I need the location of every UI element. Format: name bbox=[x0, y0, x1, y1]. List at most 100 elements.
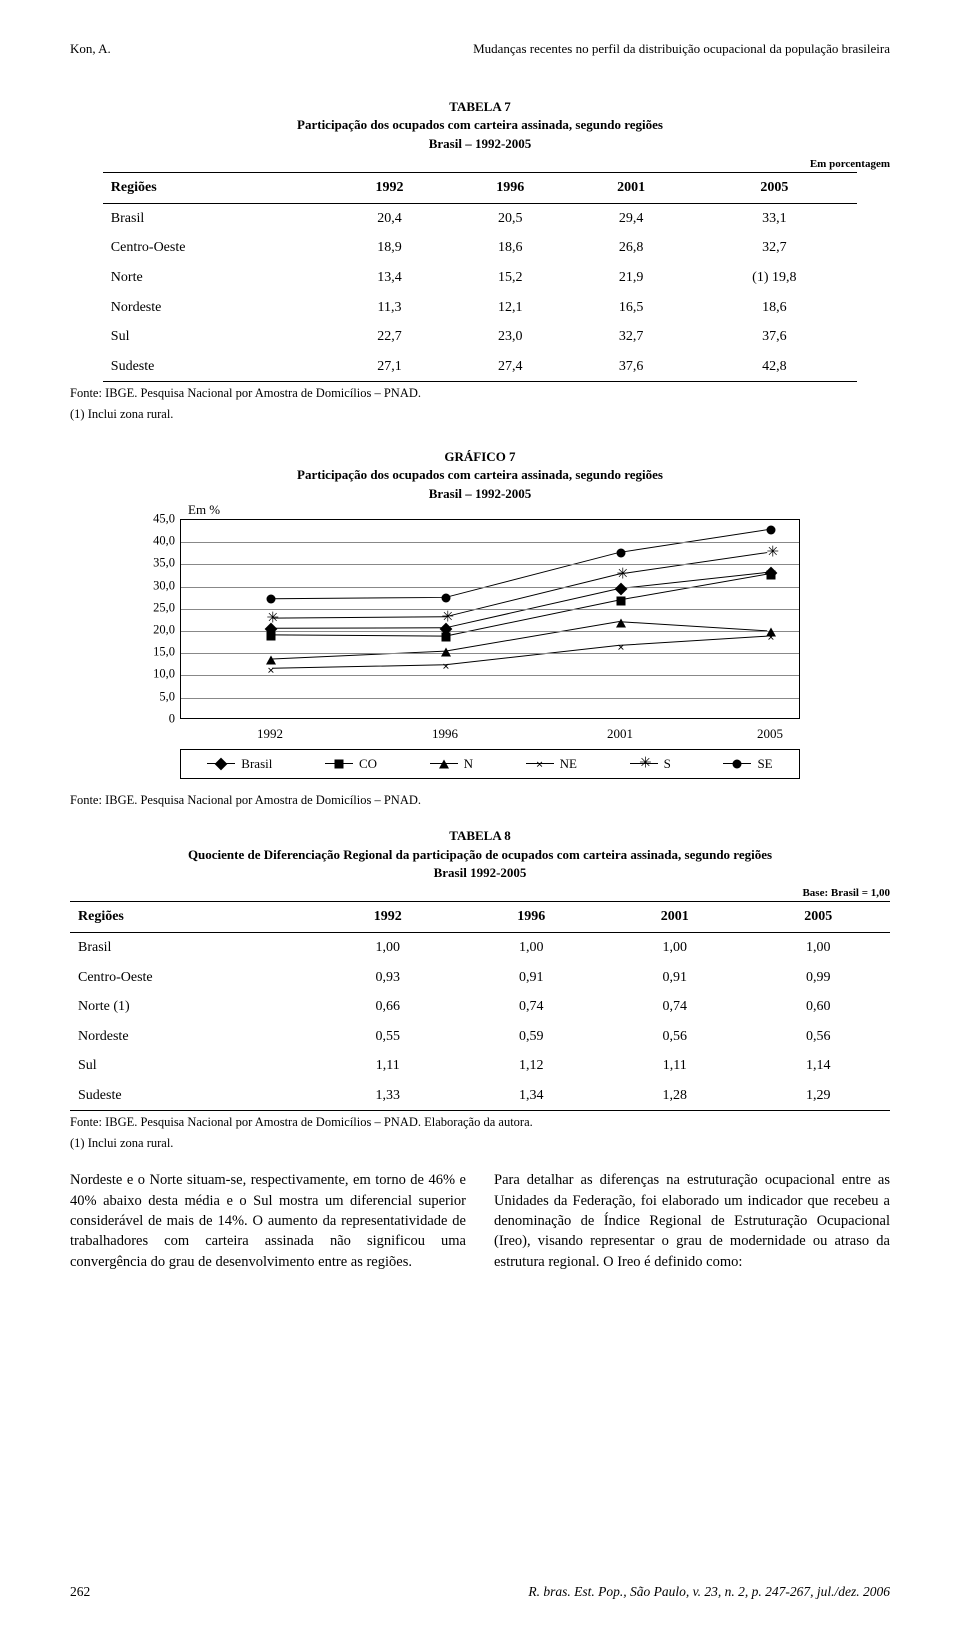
legend-label: N bbox=[464, 755, 473, 773]
table-7: TABELA 7 Participação dos ocupados com c… bbox=[70, 98, 890, 423]
chart-7-title: Participação dos ocupados com carteira a… bbox=[70, 466, 890, 484]
chart-7-ylabel: Em % bbox=[188, 501, 220, 519]
chart-marker bbox=[767, 525, 776, 534]
table-cell: 1,11 bbox=[603, 1051, 747, 1081]
header-author: Kon, A. bbox=[70, 40, 111, 58]
table-cell: Centro-Oeste bbox=[70, 963, 316, 993]
table-cell: 33,1 bbox=[692, 203, 858, 233]
table-cell: 0,91 bbox=[603, 963, 747, 993]
table-cell: Centro-Oeste bbox=[103, 233, 329, 263]
chart-marker bbox=[267, 631, 276, 640]
table-cell: 1,12 bbox=[460, 1051, 604, 1081]
table-8-caption: Brasil 1992-2005 bbox=[70, 864, 890, 882]
table-8-base: Base: Brasil = 1,00 bbox=[70, 886, 890, 901]
running-header: Kon, A. Mudanças recentes no perfil da d… bbox=[70, 40, 890, 58]
table-row: Norte13,415,221,9(1) 19,8 bbox=[103, 263, 857, 293]
chart-marker bbox=[767, 570, 776, 579]
table-cell: 0,59 bbox=[460, 1022, 604, 1052]
table-cell: Sul bbox=[103, 322, 329, 352]
table-cell: 1,00 bbox=[316, 932, 460, 962]
chart-7-area: Em % ××××✳✳✳✳ BrasilCON×NE✳SSE 05,010,01… bbox=[120, 509, 840, 789]
table-cell: Nordeste bbox=[70, 1022, 316, 1052]
chart-marker bbox=[617, 596, 626, 605]
legend-label: CO bbox=[359, 755, 377, 773]
chart-marker bbox=[616, 618, 626, 627]
table-cell: 0,60 bbox=[747, 992, 891, 1022]
body-left: Nordeste e o Norte situam-se, respectiva… bbox=[70, 1170, 466, 1271]
page-number: 262 bbox=[70, 1583, 90, 1602]
table-cell: 37,6 bbox=[692, 322, 858, 352]
table-header-cell: 1996 bbox=[460, 902, 604, 933]
table-cell: 0,99 bbox=[747, 963, 891, 993]
body-columns: Nordeste e o Norte situam-se, respectiva… bbox=[70, 1170, 890, 1271]
chart-marker: × bbox=[267, 665, 276, 674]
chart-marker bbox=[267, 595, 276, 604]
legend-item: ×NE bbox=[526, 755, 577, 773]
chart-ytick-label: 5,0 bbox=[135, 688, 175, 706]
table-cell: 0,66 bbox=[316, 992, 460, 1022]
table-cell: 37,6 bbox=[571, 352, 692, 382]
legend-label: SE bbox=[757, 755, 772, 773]
table-header-cell: 1996 bbox=[450, 173, 571, 204]
chart-7-legend: Brasil CO N ×NE ✳S SE bbox=[180, 749, 800, 779]
legend-item: Brasil bbox=[207, 755, 272, 773]
chart-xtick-label: 1992 bbox=[257, 725, 283, 743]
table-cell: 32,7 bbox=[692, 233, 858, 263]
table-cell: 1,29 bbox=[747, 1081, 891, 1111]
table-row: Nordeste11,312,116,518,6 bbox=[103, 293, 857, 323]
table-cell: 0,74 bbox=[460, 992, 604, 1022]
table-cell: 27,1 bbox=[329, 352, 450, 382]
legend-item: N bbox=[430, 755, 473, 773]
table-cell: Norte bbox=[103, 263, 329, 293]
table-header-cell: 2001 bbox=[603, 902, 747, 933]
table-cell: 0,56 bbox=[747, 1022, 891, 1052]
table-cell: 1,11 bbox=[316, 1051, 460, 1081]
table-cell: 18,6 bbox=[450, 233, 571, 263]
footer-citation: R. bras. Est. Pop., São Paulo, v. 23, n.… bbox=[528, 1583, 890, 1602]
table-cell: 20,5 bbox=[450, 203, 571, 233]
table-cell: 21,9 bbox=[571, 263, 692, 293]
table-cell: (1) 19,8 bbox=[692, 263, 858, 293]
table-cell: 1,14 bbox=[747, 1051, 891, 1081]
table-cell: 1,33 bbox=[316, 1081, 460, 1111]
header-title: Mudanças recentes no perfil da distribui… bbox=[473, 40, 890, 58]
chart-ytick-label: 0 bbox=[135, 710, 175, 728]
table-cell: 1,00 bbox=[460, 932, 604, 962]
table-cell: 42,8 bbox=[692, 352, 858, 382]
table-cell: 18,9 bbox=[329, 233, 450, 263]
chart-ytick-label: 20,0 bbox=[135, 621, 175, 639]
chart-marker bbox=[442, 633, 451, 642]
table-cell: 18,6 bbox=[692, 293, 858, 323]
legend-label: NE bbox=[560, 755, 577, 773]
chart-7: GRÁFICO 7 Participação dos ocupados com … bbox=[70, 448, 890, 809]
table-cell: Sudeste bbox=[103, 352, 329, 382]
chart-ytick-label: 15,0 bbox=[135, 643, 175, 661]
table-cell: 15,2 bbox=[450, 263, 571, 293]
table-cell: 22,7 bbox=[329, 322, 450, 352]
table-cell: Sul bbox=[70, 1051, 316, 1081]
table-cell: 13,4 bbox=[329, 263, 450, 293]
table-header-cell: 1992 bbox=[316, 902, 460, 933]
table-cell: 29,4 bbox=[571, 203, 692, 233]
table-row: Norte (1)0,660,740,740,60 bbox=[70, 992, 890, 1022]
table-cell: 0,55 bbox=[316, 1022, 460, 1052]
table-row: Brasil1,001,001,001,00 bbox=[70, 932, 890, 962]
chart-marker: ✳ bbox=[767, 548, 776, 557]
table-7-base: Em porcentagem bbox=[70, 157, 890, 172]
page-footer: 262 R. bras. Est. Pop., São Paulo, v. 23… bbox=[70, 1583, 890, 1602]
table-cell: 26,8 bbox=[571, 233, 692, 263]
chart-7-label: GRÁFICO 7 bbox=[70, 448, 890, 466]
table-row: Centro-Oeste18,918,626,832,7 bbox=[103, 233, 857, 263]
table-cell: 1,34 bbox=[460, 1081, 604, 1111]
table-row: Brasil20,420,529,433,1 bbox=[103, 203, 857, 233]
chart-ytick-label: 30,0 bbox=[135, 577, 175, 595]
legend-label: Brasil bbox=[241, 755, 272, 773]
table-row: Sul22,723,032,737,6 bbox=[103, 322, 857, 352]
table-cell: Brasil bbox=[103, 203, 329, 233]
table-header-cell: 1992 bbox=[329, 173, 450, 204]
legend-item: ✳S bbox=[630, 755, 671, 773]
chart-xtick-label: 2005 bbox=[757, 725, 783, 743]
chart-ytick-label: 25,0 bbox=[135, 599, 175, 617]
table-cell: 27,4 bbox=[450, 352, 571, 382]
table-cell: 0,93 bbox=[316, 963, 460, 993]
